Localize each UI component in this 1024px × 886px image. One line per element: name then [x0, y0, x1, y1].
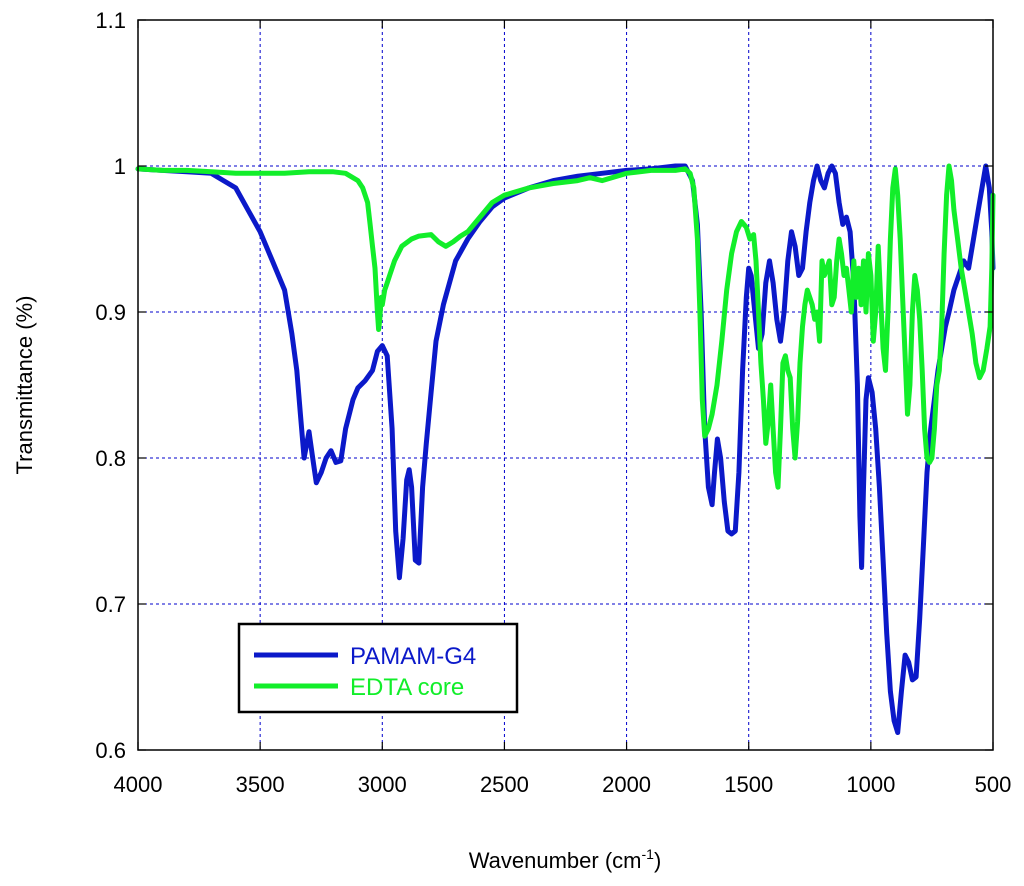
y-tick-label: 0.7	[95, 592, 126, 617]
y-tick-labels: 0.6 0.7 0.8 0.9 1 1.1	[95, 8, 126, 763]
y-tick-label: 0.8	[95, 446, 126, 471]
series-line-pamam-g4	[135, 163, 996, 735]
x-tick-label: 4000	[114, 772, 163, 797]
y-axis-label: Transmittance (%)	[12, 296, 37, 475]
legend-label-pamam-g4: PAMAM-G4	[350, 643, 476, 670]
plot-frame	[137, 19, 994, 751]
y-tick-label: 1.1	[95, 8, 126, 33]
x-tick-label: 1500	[724, 772, 773, 797]
x-tick-label: 1000	[846, 772, 895, 797]
x-tick-label: 2500	[480, 772, 529, 797]
legend-label-edta-core: EDTA core	[350, 674, 464, 701]
legend-box	[237, 622, 519, 714]
x-axis-label: Wavenumber (cm-1)	[469, 846, 662, 873]
tick-marks	[137, 19, 994, 751]
x-tick-label: 3500	[236, 772, 285, 797]
y-tick-label: 0.9	[95, 300, 126, 325]
x-tick-label: 500	[975, 772, 1012, 797]
x-tick-label: 2000	[602, 772, 651, 797]
series-line-edta-core	[135, 163, 996, 490]
series-group	[135, 163, 996, 735]
x-tick-label: 3000	[358, 772, 407, 797]
y-tick-label: 0.6	[95, 738, 126, 763]
legend: PAMAM-G4 EDTA core	[237, 622, 519, 714]
y-tick-label: 1	[114, 154, 126, 179]
x-tick-labels: 4000 3500 3000 2500 2000 1500 1000 500	[114, 772, 1012, 797]
